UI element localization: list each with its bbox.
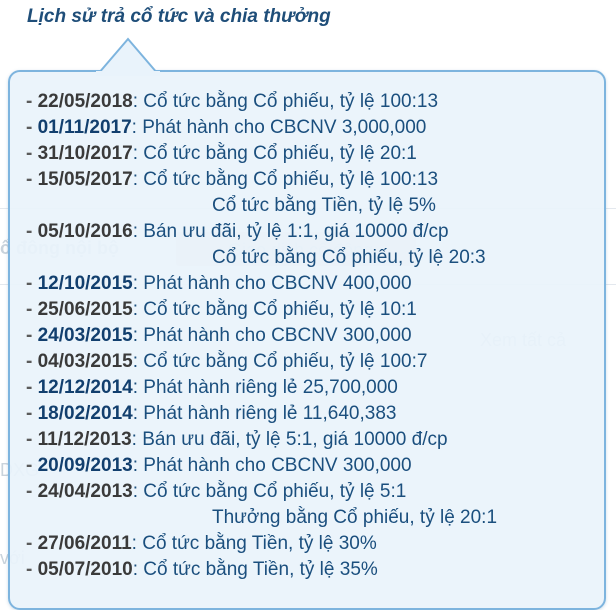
entry-date: 24/04/2013 xyxy=(37,481,133,502)
entry-bullet: - xyxy=(26,481,38,502)
entry-description: Phát hành riêng lẻ 11,640,383 xyxy=(143,403,397,424)
entry-date: 25/06/2015 xyxy=(37,299,133,320)
entry-description: Cổ tức bằng Cổ phiếu, tỷ lệ 100:13 xyxy=(143,169,439,190)
entry-bullet: - xyxy=(26,533,38,554)
entry-separator: : xyxy=(132,273,144,294)
entry-separator: : xyxy=(132,377,144,398)
entry-bullet: - xyxy=(26,91,38,112)
entry-description: Phát hành riêng lẻ 25,700,000 xyxy=(143,377,398,398)
entry-description: Thưởng bằng Cổ phiếu, tỷ lệ 20:1 xyxy=(212,507,498,528)
entry-description: Cổ tức bằng Cổ phiếu, tỷ lệ 100:7 xyxy=(143,351,428,372)
history-entry: - 31/10/2017: Cổ tức bằng Cổ phiếu, tỷ l… xyxy=(26,141,497,167)
entry-separator: : xyxy=(132,325,144,346)
entry-separator: : xyxy=(132,221,144,242)
history-entry: - 12/12/2014: Phát hành riêng lẻ 25,700,… xyxy=(26,375,497,401)
entry-description: Cổ tức bằng Cổ phiếu, tỷ lệ 20:1 xyxy=(143,143,417,164)
entry-separator: : xyxy=(132,299,144,320)
entry-separator: : xyxy=(132,455,144,476)
history-entry: - 22/05/2018: Cổ tức bằng Cổ phiếu, tỷ l… xyxy=(26,89,497,115)
entry-date: 22/05/2018 xyxy=(37,91,133,112)
entry-description: Phát hành cho CBCNV 300,000 xyxy=(143,325,412,346)
entry-date: 15/05/2017 xyxy=(37,169,133,190)
entry-bullet: - xyxy=(26,455,38,476)
entry-bullet: - xyxy=(26,429,38,450)
entry-bullet: - xyxy=(26,325,38,346)
history-entry: - 01/11/2017: Phát hành cho CBCNV 3,000,… xyxy=(26,115,497,141)
entry-separator: : xyxy=(131,533,143,554)
entry-date: 05/07/2010 xyxy=(37,559,133,580)
entry-date: 12/10/2015 xyxy=(37,273,133,294)
entry-date: 27/06/2011 xyxy=(37,533,132,554)
entry-separator: : xyxy=(131,429,143,450)
entry-bullet: - xyxy=(26,169,38,190)
entry-description: Bán ưu đãi, tỷ lệ 1:1, giá 10000 đ/cp xyxy=(143,221,449,242)
entry-bullet: - xyxy=(26,351,38,372)
entry-bullet: - xyxy=(26,377,38,398)
entry-date: 12/12/2014 xyxy=(37,377,133,398)
history-entry: - 24/04/2013: Cổ tức bằng Cổ phiếu, tỷ l… xyxy=(26,479,497,505)
entry-bullet: - xyxy=(26,143,38,164)
entry-separator: : xyxy=(132,143,144,164)
entry-date: 01/11/2017 xyxy=(37,117,132,138)
entry-description: Cổ tức bằng Cổ phiếu, tỷ lệ 5:1 xyxy=(143,481,407,502)
entry-description: Phát hành cho CBCNV 300,000 xyxy=(143,455,412,476)
history-entry: Cổ tức bằng Cổ phiếu, tỷ lệ 20:3 xyxy=(26,245,497,271)
entry-bullet: - xyxy=(26,273,38,294)
entry-date: 20/09/2013 xyxy=(37,455,133,476)
entry-date: 11/12/2013 xyxy=(37,429,132,450)
history-entry: - 11/12/2013: Bán ưu đãi, tỷ lệ 5:1, giá… xyxy=(26,427,497,453)
entry-description: Cổ tức bằng Cổ phiếu, tỷ lệ 100:13 xyxy=(143,91,439,112)
entry-description: Bán ưu đãi, tỷ lệ 5:1, giá 10000 đ/cp xyxy=(142,429,448,450)
entry-date: 24/03/2015 xyxy=(37,325,133,346)
entry-bullet: - xyxy=(26,117,38,138)
dividend-history-tooltip xyxy=(8,70,606,610)
history-entry: - 04/03/2015: Cổ tức bằng Cổ phiếu, tỷ l… xyxy=(26,349,497,375)
history-entry: - 25/06/2015: Cổ tức bằng Cổ phiếu, tỷ l… xyxy=(26,297,497,323)
entry-description: Cổ tức bằng Cổ phiếu, tỷ lệ 10:1 xyxy=(143,299,417,320)
entry-description: Cổ tức bằng Cổ phiếu, tỷ lệ 20:3 xyxy=(212,247,486,268)
entry-bullet: - xyxy=(26,559,38,580)
dividend-history-list: - 22/05/2018: Cổ tức bằng Cổ phiếu, tỷ l… xyxy=(26,89,497,583)
history-entry: - 12/10/2015: Phát hành cho CBCNV 400,00… xyxy=(26,271,497,297)
entry-bullet: - xyxy=(26,299,38,320)
history-entry: - 24/03/2015: Phát hành cho CBCNV 300,00… xyxy=(26,323,497,349)
tooltip-pointer xyxy=(96,37,160,76)
history-entry: - 05/10/2016: Bán ưu đãi, tỷ lệ 1:1, giá… xyxy=(26,219,497,245)
history-entry: - 27/06/2011: Cổ tức bằng Tiền, tỷ lệ 30… xyxy=(26,531,497,557)
history-entry: - 18/02/2014: Phát hành riêng lẻ 11,640,… xyxy=(26,401,497,427)
entry-description: Phát hành cho CBCNV 400,000 xyxy=(143,273,412,294)
entry-description: Cổ tức bằng Tiền, tỷ lệ 35% xyxy=(143,559,378,580)
entry-bullet: - xyxy=(26,221,38,242)
entry-date: 05/10/2016 xyxy=(37,221,133,242)
history-entry: - 15/05/2017: Cổ tức bằng Cổ phiếu, tỷ l… xyxy=(26,167,497,193)
entry-separator: : xyxy=(132,169,144,190)
entry-description: Phát hành cho CBCNV 3,000,000 xyxy=(142,117,427,138)
entry-separator: : xyxy=(132,481,144,502)
entry-date: 04/03/2015 xyxy=(37,351,133,372)
entry-separator: : xyxy=(131,117,143,138)
entry-separator: : xyxy=(132,91,144,112)
history-entry: - 20/09/2013: Phát hành cho CBCNV 300,00… xyxy=(26,453,497,479)
entry-date: 31/10/2017 xyxy=(37,143,133,164)
history-entry: - 05/07/2010: Cổ tức bằng Tiền, tỷ lệ 35… xyxy=(26,557,497,583)
entry-separator: : xyxy=(132,403,144,424)
history-entry: Cổ tức bằng Tiền, tỷ lệ 5% xyxy=(26,193,497,219)
entry-separator: : xyxy=(132,559,144,580)
entry-date: 18/02/2014 xyxy=(37,403,133,424)
entry-description: Cổ tức bằng Tiền, tỷ lệ 30% xyxy=(142,533,377,554)
entry-bullet: - xyxy=(26,403,38,424)
entry-description: Cổ tức bằng Tiền, tỷ lệ 5% xyxy=(212,195,436,216)
history-entry: Thưởng bằng Cổ phiếu, tỷ lệ 20:1 xyxy=(26,505,497,531)
page-title: Lịch sử trả cổ tức và chia thưởng xyxy=(27,6,331,27)
entry-separator: : xyxy=(132,351,144,372)
